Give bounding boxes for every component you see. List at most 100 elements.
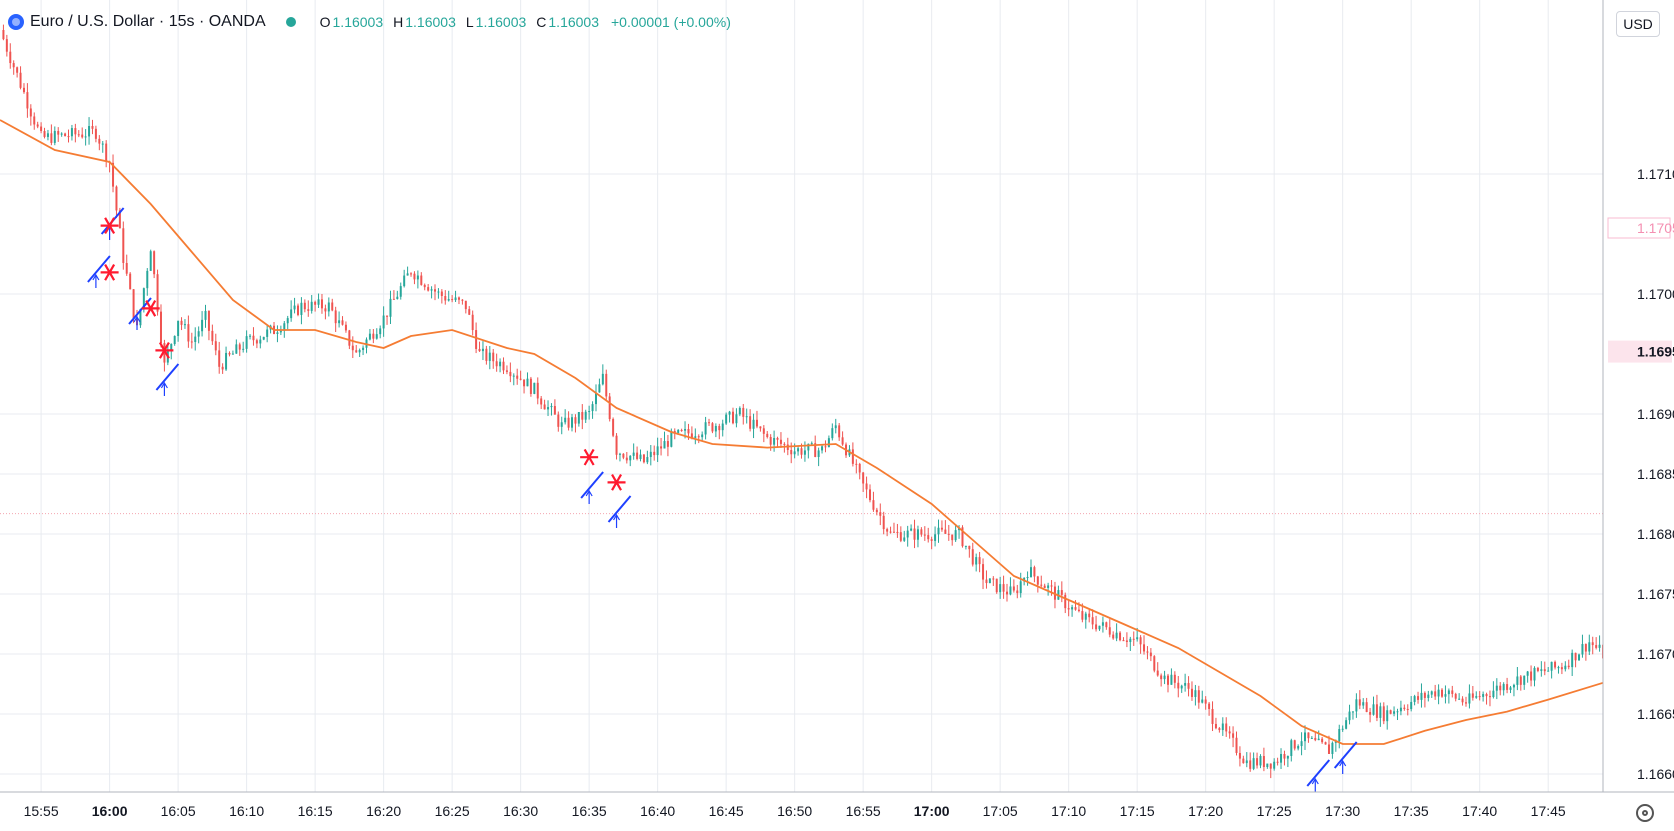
candle-body: [1235, 737, 1238, 753]
candle-body: [1276, 761, 1279, 763]
candle-body: [694, 436, 697, 438]
candle-body: [920, 529, 923, 535]
cross-marker-icon: [611, 474, 622, 491]
candle-body: [348, 330, 351, 346]
candle-body: [259, 339, 262, 344]
candle-body: [43, 131, 46, 137]
candle-body: [1091, 617, 1094, 625]
candle-body: [988, 578, 991, 584]
time-tick-label: 16:55: [846, 803, 881, 819]
candle-body: [12, 63, 15, 68]
candle-body: [502, 361, 505, 371]
settings-gear-icon[interactable]: [1636, 804, 1654, 822]
candle-body: [865, 483, 868, 490]
candle-body: [283, 323, 286, 331]
candle-body: [1105, 622, 1108, 628]
candle-body: [481, 348, 484, 352]
up-arrow-head: [92, 273, 100, 281]
candle-body: [951, 534, 954, 541]
candle-body: [755, 419, 758, 427]
candle-body: [776, 437, 779, 440]
price-tick-label: 1.17000: [1637, 286, 1674, 302]
candle-body: [745, 416, 748, 418]
candle-body: [1519, 676, 1522, 685]
candle-body: [249, 335, 252, 337]
candle-body: [29, 108, 32, 117]
candle-body: [1485, 694, 1488, 697]
candle-body: [1156, 670, 1159, 676]
trend-segment: [155, 363, 180, 391]
candle-body: [245, 336, 248, 349]
candle-body: [684, 429, 687, 431]
trend-segment: [87, 255, 111, 283]
candle-body: [1560, 667, 1563, 670]
candle-body: [194, 336, 197, 343]
candle-body: [564, 417, 567, 423]
candle-body: [1492, 690, 1495, 698]
candle-body: [560, 422, 563, 427]
candle-body: [961, 527, 964, 547]
candle-body: [50, 133, 53, 143]
candle-body: [964, 545, 967, 547]
candle-body: [773, 437, 776, 445]
candle-body: [1273, 761, 1276, 769]
candle-body: [827, 438, 830, 448]
candle-body: [632, 452, 635, 456]
candle-body: [368, 333, 371, 340]
candle-body: [1434, 691, 1437, 697]
cross-marker-icon: [145, 300, 157, 317]
candle-body: [1547, 670, 1550, 672]
candle-body: [728, 411, 731, 415]
candle-body: [362, 347, 365, 351]
up-arrow-head: [585, 489, 593, 497]
candle-body: [98, 138, 101, 144]
time-tick-label: 16:40: [640, 803, 675, 819]
candle-body: [1307, 732, 1310, 739]
candle-body: [53, 130, 56, 143]
candle-body: [153, 251, 156, 275]
candle-body: [464, 300, 467, 310]
candle-body: [1495, 685, 1498, 691]
candle-body: [512, 375, 515, 377]
candle-body: [478, 348, 481, 352]
candle-body: [766, 433, 769, 437]
candle-body: [547, 407, 550, 410]
candle-body: [1136, 637, 1139, 640]
time-tick-label: 17:10: [1051, 803, 1086, 819]
time-tick-label: 16:10: [229, 803, 264, 819]
candle-body: [1310, 737, 1313, 739]
candle-body: [841, 437, 844, 445]
candle-body: [1427, 694, 1430, 698]
candle-body: [1225, 723, 1228, 732]
candle-body: [279, 330, 282, 333]
chart-grid: [0, 0, 1603, 792]
candle-body: [869, 489, 872, 501]
candle-body: [1331, 742, 1334, 754]
candle-body: [1386, 710, 1389, 722]
currency-button[interactable]: USD: [1616, 11, 1660, 37]
candle-body: [834, 425, 837, 429]
candle-body: [670, 431, 673, 447]
candle-body: [649, 451, 652, 458]
candle-body: [392, 298, 395, 300]
candle-body: [762, 428, 765, 434]
candle-body: [557, 414, 560, 427]
candle-body: [1499, 685, 1502, 691]
symbol-title[interactable]: Euro / U.S. Dollar · 15s · OANDA: [30, 13, 266, 30]
candle-body: [1348, 711, 1351, 721]
candle-body: [523, 379, 526, 387]
candle-body: [1358, 699, 1361, 706]
candle-body: [204, 310, 207, 320]
candle-body: [653, 451, 656, 456]
candle-body: [1190, 688, 1193, 697]
candle-body: [790, 449, 793, 455]
candle-body: [255, 340, 258, 344]
candle-body: [1540, 669, 1543, 671]
candle-body: [1406, 708, 1409, 710]
candle-body: [937, 527, 940, 535]
candle-body: [201, 319, 204, 332]
candle-body: [749, 416, 752, 429]
candle-body: [1125, 640, 1128, 643]
